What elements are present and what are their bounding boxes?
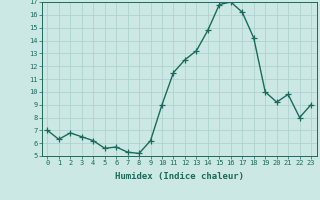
- X-axis label: Humidex (Indice chaleur): Humidex (Indice chaleur): [115, 172, 244, 181]
